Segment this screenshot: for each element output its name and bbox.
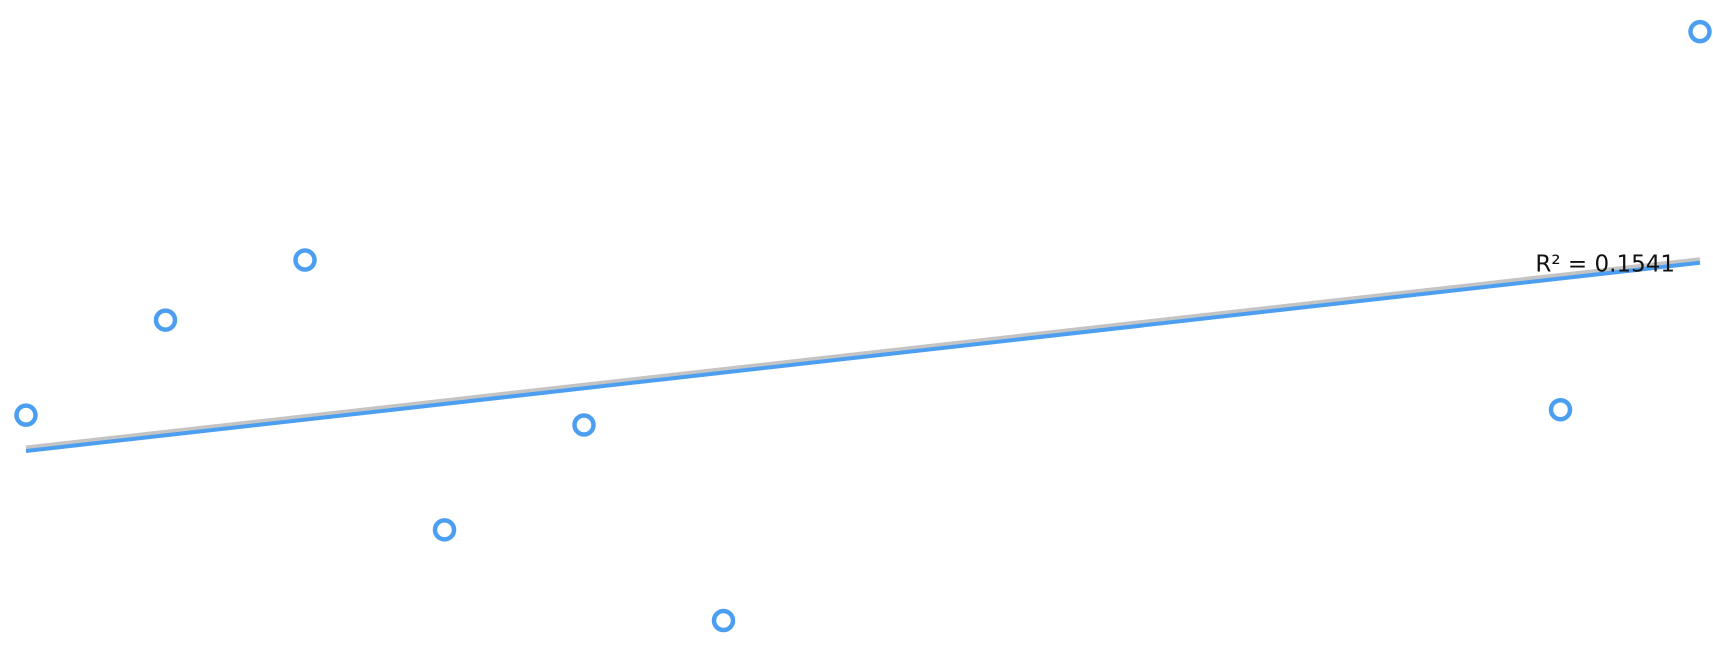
point [711, 608, 736, 633]
point [432, 518, 457, 542]
trendline-annotation: R² = 0.1541 [1535, 251, 1675, 277]
point [293, 248, 317, 272]
point [572, 413, 596, 437]
point [1688, 19, 1712, 44]
trendline [25, 260, 1701, 453]
point [14, 403, 38, 427]
trendline-shadow [25, 257, 1701, 451]
point [153, 308, 178, 332]
point [1548, 397, 1573, 422]
